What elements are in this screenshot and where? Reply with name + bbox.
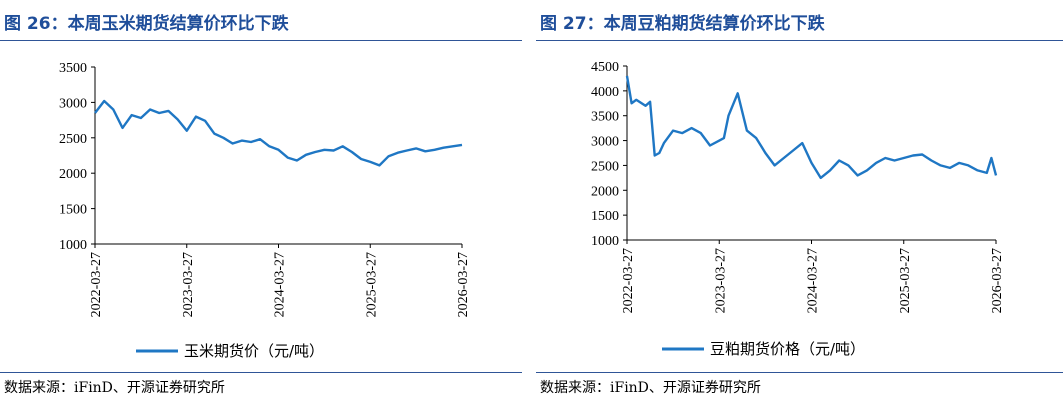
source-divider: [0, 372, 522, 373]
chart-title: 图 27：本周豆粕期货结算价环比下跌: [540, 14, 825, 34]
source-note: 数据来源：iFinD、开源证券研究所: [4, 380, 225, 396]
source-divider: [536, 372, 1063, 373]
x-tick-label: 2022-03-27: [621, 248, 636, 313]
legend-label: 玉米期货价（元/吨）: [184, 342, 324, 360]
x-tick-label: 2025-03-27: [364, 252, 379, 317]
y-tick-label: 3500: [591, 110, 619, 125]
y-tick-label: 3000: [59, 96, 87, 111]
y-tick-label: 2500: [59, 132, 87, 147]
x-tick-label: 2024-03-27: [273, 252, 288, 317]
x-tick-label: 2023-03-27: [713, 248, 728, 313]
x-tick-label: 2022-03-27: [89, 252, 104, 317]
x-tick-label: 2023-03-27: [181, 252, 196, 317]
chart-panel-soymeal: 图 27：本周豆粕期货结算价环比下跌 1000 1500 2000 2500 3000 3…: [536, 0, 1063, 407]
y-tick-label: 4500: [591, 60, 619, 75]
series-line: [625, 75, 998, 180]
y-tick-label: 3500: [59, 61, 87, 76]
y-tick-label: 4000: [591, 85, 619, 100]
chart-panel-corn: 图 26：本周玉米期货结算价环比下跌 1000 1500 2000 2500 3000 3…: [0, 0, 522, 407]
title-divider: [0, 40, 522, 41]
y-tick-label: 3000: [591, 135, 619, 150]
x-tick-label: 2024-03-27: [806, 248, 821, 313]
legend-label: 豆粕期货价格（元/吨）: [710, 340, 865, 358]
title-divider: [536, 40, 1063, 41]
source-note: 数据来源：iFinD、开源证券研究所: [540, 380, 761, 396]
y-tick-label: 1000: [591, 234, 619, 249]
x-tick-label: 2026-03-27: [456, 252, 471, 317]
x-tick-label: 2026-03-27: [990, 248, 1005, 313]
chart-title: 图 26：本周玉米期货结算价环比下跌: [4, 14, 289, 34]
y-tick-label: 1500: [59, 203, 87, 218]
y-tick-label: 2500: [591, 159, 619, 174]
chart-svg: 1000 1500 2000 2500 3000 3500 2022-03-27 2023-0…: [59, 61, 471, 360]
series-line: [94, 99, 463, 167]
y-tick-label: 1000: [59, 238, 87, 253]
chart-svg: 1000 1500 2000 2500 3000 3500 4000 4500 2022-03-…: [591, 60, 1005, 358]
y-tick-label: 1500: [591, 209, 619, 224]
y-tick-label: 2000: [59, 167, 87, 182]
y-tick-label: 2000: [591, 184, 619, 199]
x-tick-label: 2025-03-27: [898, 248, 913, 313]
